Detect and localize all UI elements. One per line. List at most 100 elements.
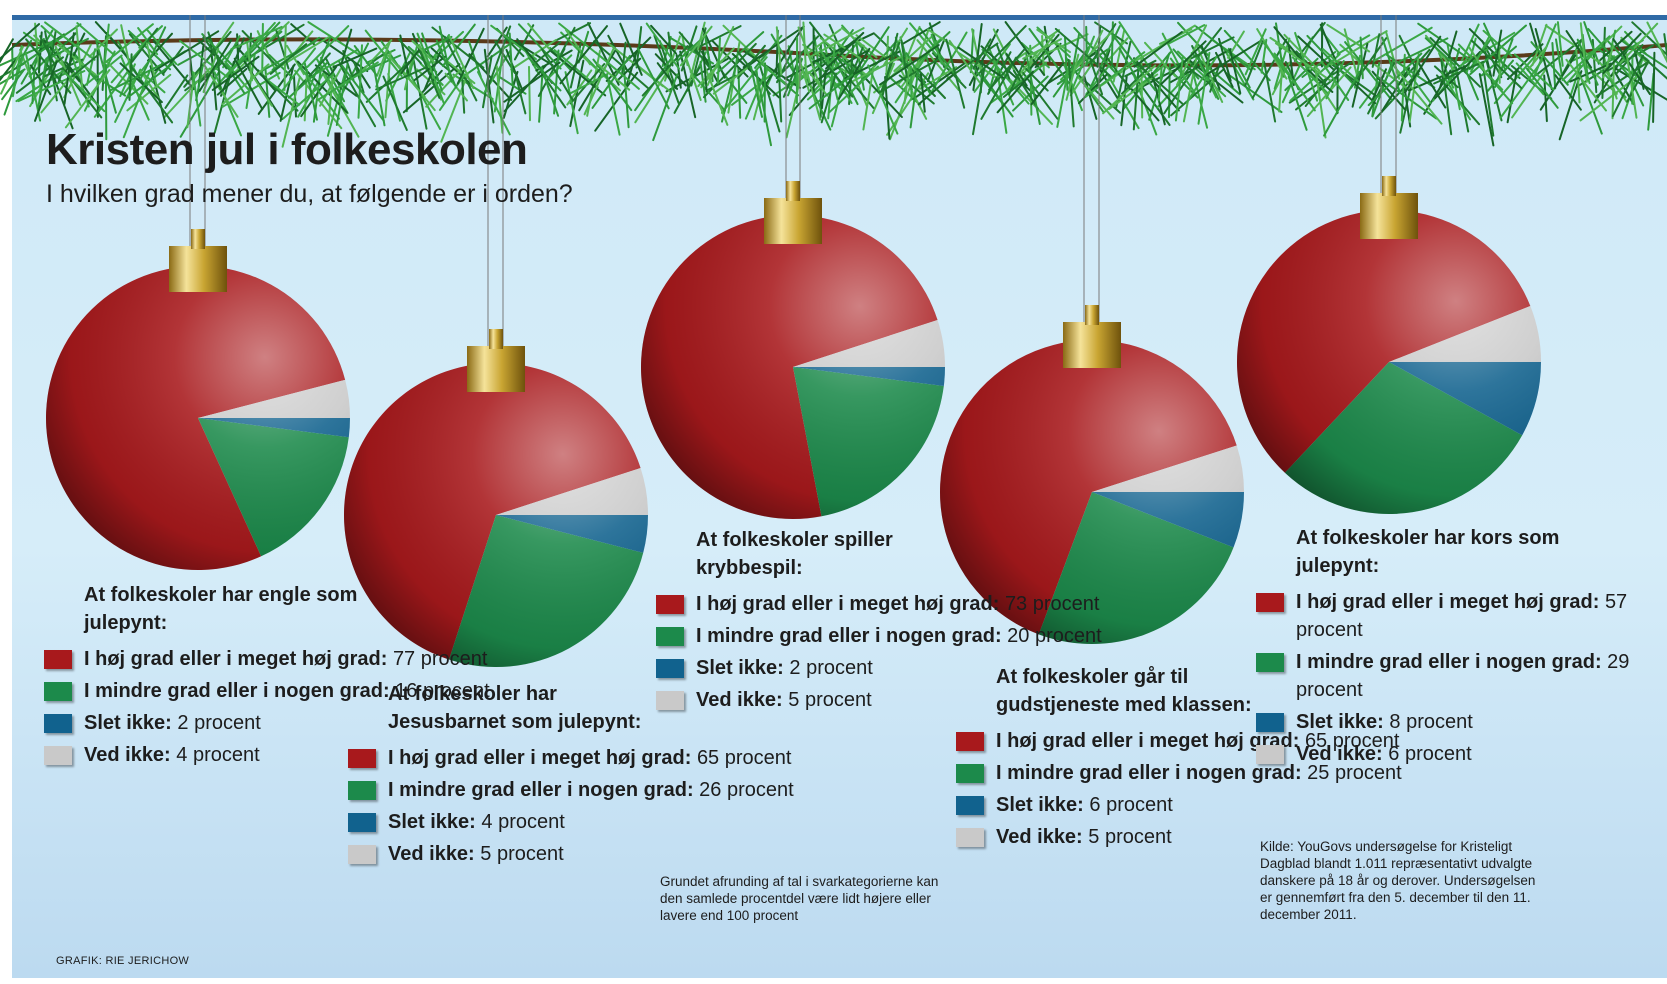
legend-swatch [348, 749, 376, 768]
legend-item: Slet ikke: 2 procent [656, 654, 1102, 682]
ornament-loop [489, 329, 503, 349]
legend-label: Ved ikke: [84, 744, 177, 766]
legend-block-1: At folkeskoler har engle som julepynt: I … [44, 581, 490, 773]
ornament-pie-4 [940, 15, 1244, 645]
legend-swatch [1256, 653, 1284, 672]
ornament-shading [940, 340, 1244, 644]
legend-value: 65 procent [1304, 730, 1400, 752]
legend-item: Ved ikke: 5 procent [956, 823, 1402, 851]
legend-swatch [348, 845, 376, 864]
legend-item: Ved ikke: 5 procent [348, 840, 794, 868]
legend-swatch [656, 627, 684, 646]
legend-value: 6 procent [1388, 743, 1472, 765]
legend-value: 5 procent [480, 843, 564, 865]
legend-label: Slet ikke: [696, 657, 790, 679]
legend-label: Ved ikke: [1296, 743, 1389, 765]
legend-swatch [656, 691, 684, 710]
legend-value: 73 procent [1004, 593, 1100, 615]
legend-value: 8 procent [1389, 711, 1473, 733]
legend-label: I høj grad eller i meget høj grad: [84, 648, 393, 670]
legend-swatch [656, 659, 684, 678]
ornament-pie-5 [1237, 15, 1541, 514]
ornament-loop [1382, 176, 1396, 196]
legend-swatch [1256, 745, 1284, 764]
legend-label: I mindre grad eller i nogen grad: [996, 762, 1308, 784]
rounding-note: Grundet afrunding af tal i svarkategorie… [660, 874, 939, 923]
ornament-shading [641, 215, 945, 519]
legend-item: Ved ikke: 5 procent [656, 686, 1102, 714]
legend-item: I høj grad eller i meget høj grad: 65 pr… [348, 744, 794, 772]
legend-item: I mindre grad eller i nogen grad: 26 pro… [348, 776, 794, 804]
legend-item: I mindre grad eller i nogen grad: 16 pro… [44, 677, 490, 705]
legend-swatch [348, 813, 376, 832]
legend-label: Slet ikke: [84, 712, 178, 734]
legend-item: Slet ikke: 6 procent [956, 791, 1402, 819]
legend-item: I høj grad eller i meget høj grad: 57 pr… [1256, 588, 1667, 644]
legend-item: Slet ikke: 8 procent [1256, 708, 1667, 736]
legend-label: I høj grad eller i meget høj grad: [996, 730, 1305, 752]
legend-label: Ved ikke: [696, 689, 789, 711]
legend-item: Slet ikke: 4 procent [348, 808, 794, 836]
page-title: Kristen jul i folkeskolen [46, 125, 528, 174]
legend-item: I mindre grad eller i nogen grad: 29 pro… [1256, 648, 1667, 704]
ornament-loop [191, 229, 205, 249]
legend-swatch [956, 796, 984, 815]
legend-value: 57 procent [1296, 591, 1628, 641]
ornament-pie-2 [343, 15, 648, 667]
question-title: At folkeskoler har engle som julepynt: [84, 584, 358, 634]
legend-label: I høj grad eller i meget høj grad: [388, 747, 697, 769]
legend-item: I høj grad eller i meget høj grad: 65 pr… [956, 727, 1402, 755]
legend-item: I høj grad eller i meget høj grad: 77 pr… [44, 645, 490, 673]
ornament-pie-3 [640, 15, 945, 520]
legend-value: 29 procent [1296, 651, 1630, 701]
ornament-cap [169, 246, 227, 292]
legend-block-3: At folkeskoler spiller krybbespil: I høj … [656, 526, 1102, 718]
legend-value: 5 procent [788, 689, 872, 711]
legend-swatch [956, 828, 984, 847]
question-title: At folkeskoler har kors som julepynt: [1296, 527, 1560, 577]
question-title: At folkeskoler går til gudstjeneste med … [996, 666, 1252, 716]
legend-value: 2 procent [789, 657, 873, 679]
legend-swatch [348, 781, 376, 800]
legend-swatch [44, 682, 72, 701]
ornament-loop [1085, 305, 1099, 325]
legend-value: 77 procent [392, 648, 488, 670]
legend-label: I mindre grad eller i nogen grad: [696, 625, 1008, 647]
ornament-cap [764, 198, 822, 244]
ornament-pie-1 [45, 15, 350, 570]
legend-swatch [44, 746, 72, 765]
legend-item: I høj grad eller i meget høj grad: 73 pr… [656, 590, 1102, 618]
legend-value: 16 procent [395, 680, 490, 702]
legend-label: Slet ikke: [996, 794, 1090, 816]
legend-swatch [956, 764, 984, 783]
legend-item: Ved ikke: 6 procent [1256, 740, 1667, 768]
legend-label: I mindre grad eller i nogen grad: [1296, 651, 1608, 673]
question-title: At folkeskoler spiller krybbespil: [696, 529, 893, 579]
ornament-loop [786, 181, 800, 201]
ornament-shading [344, 363, 648, 667]
source-note: Kilde: YouGovs undersøgelse for Kristeli… [1260, 839, 1536, 922]
legend-block-2: At folkeskoler har Jesusbarnet som julep… [348, 680, 794, 872]
legend-label: I høj grad eller i meget høj grad: [1296, 591, 1605, 613]
legend-label: Ved ikke: [388, 843, 481, 865]
legend-label: I mindre grad eller i nogen grad: [388, 779, 700, 801]
ornament-cap [1360, 193, 1418, 239]
legend-block-4: At folkeskoler går til gudstjeneste med … [956, 663, 1402, 855]
legend-swatch [656, 595, 684, 614]
ornament-shading [46, 266, 350, 570]
legend-value: 20 procent [1007, 625, 1102, 647]
legend-value: 26 procent [699, 779, 794, 801]
legend-label: I høj grad eller i meget høj grad: [696, 593, 1005, 615]
legend-swatch [44, 714, 72, 733]
legend-item: I mindre grad eller i nogen grad: 20 pro… [656, 622, 1102, 650]
ornament-cap [467, 346, 525, 392]
legend-swatch [956, 732, 984, 751]
legend-value: 2 procent [177, 712, 261, 734]
legend-swatch [44, 650, 72, 669]
legend-label: I mindre grad eller i nogen grad: [84, 680, 396, 702]
ornament-cap [1063, 322, 1121, 368]
legend-value: 6 procent [1089, 794, 1173, 816]
legend-label: Slet ikke: [388, 811, 482, 833]
legend-item: Ved ikke: 4 procent [44, 741, 490, 769]
